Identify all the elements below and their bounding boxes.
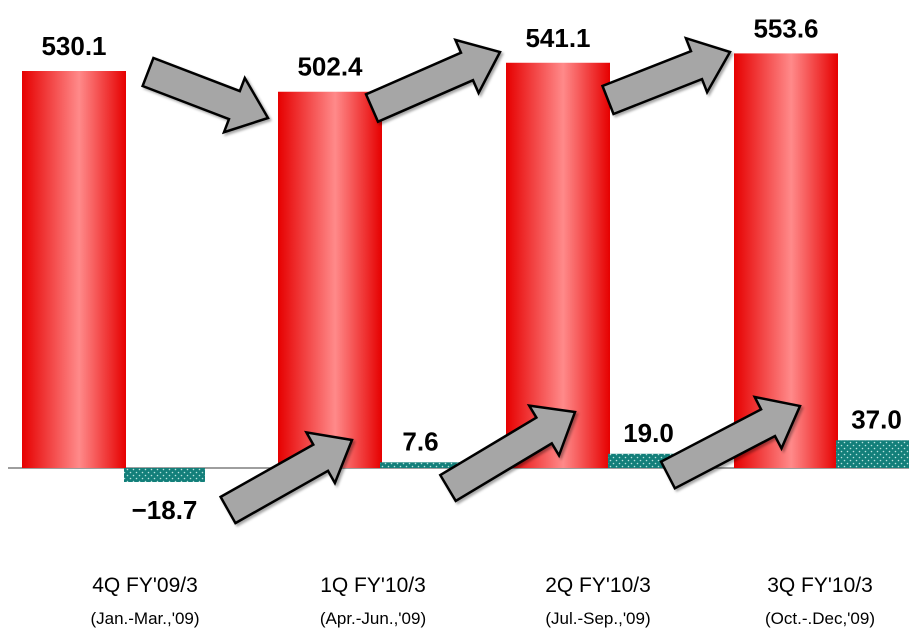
revenue-bar [506, 62, 610, 468]
category-label: 4Q FY'09/3 [92, 574, 198, 597]
income-value-label: 7.6 [402, 426, 438, 456]
trend-arrow [600, 36, 732, 116]
category-label: 2Q FY'10/3 [545, 574, 651, 597]
trend-arrow [218, 430, 354, 525]
income-value-label: −18.7 [132, 495, 198, 525]
trend-arrow [364, 38, 502, 124]
revenue-value-label: 541.1 [525, 23, 590, 53]
trend-arrow [659, 395, 802, 490]
revenue-bar [22, 71, 126, 468]
category-sublabel: (Jul.-Sep.,'09) [545, 609, 650, 628]
revenue-bar [734, 53, 838, 469]
revenue-value-label: 553.6 [753, 13, 818, 43]
income-value-label: 37.0 [851, 404, 902, 434]
revenue-bar [278, 91, 382, 468]
trend-arrow [140, 56, 270, 135]
trend-arrow [438, 404, 577, 503]
revenue-value-label: 530.1 [41, 31, 106, 61]
income-bar [380, 462, 461, 468]
category-label: 1Q FY'10/3 [320, 574, 426, 597]
income-value-label: 19.0 [623, 418, 674, 448]
category-sublabel: (Apr.-Jun.,'09) [320, 609, 426, 628]
revenue-value-label: 502.4 [297, 52, 363, 82]
income-bar [836, 440, 909, 468]
category-label: 3Q FY'10/3 [767, 574, 873, 597]
category-sublabel: (Jan.-Mar.,'09) [90, 609, 199, 628]
category-sublabel: (Oct.-.Dec,'09) [765, 609, 875, 628]
income-bar [124, 468, 205, 483]
